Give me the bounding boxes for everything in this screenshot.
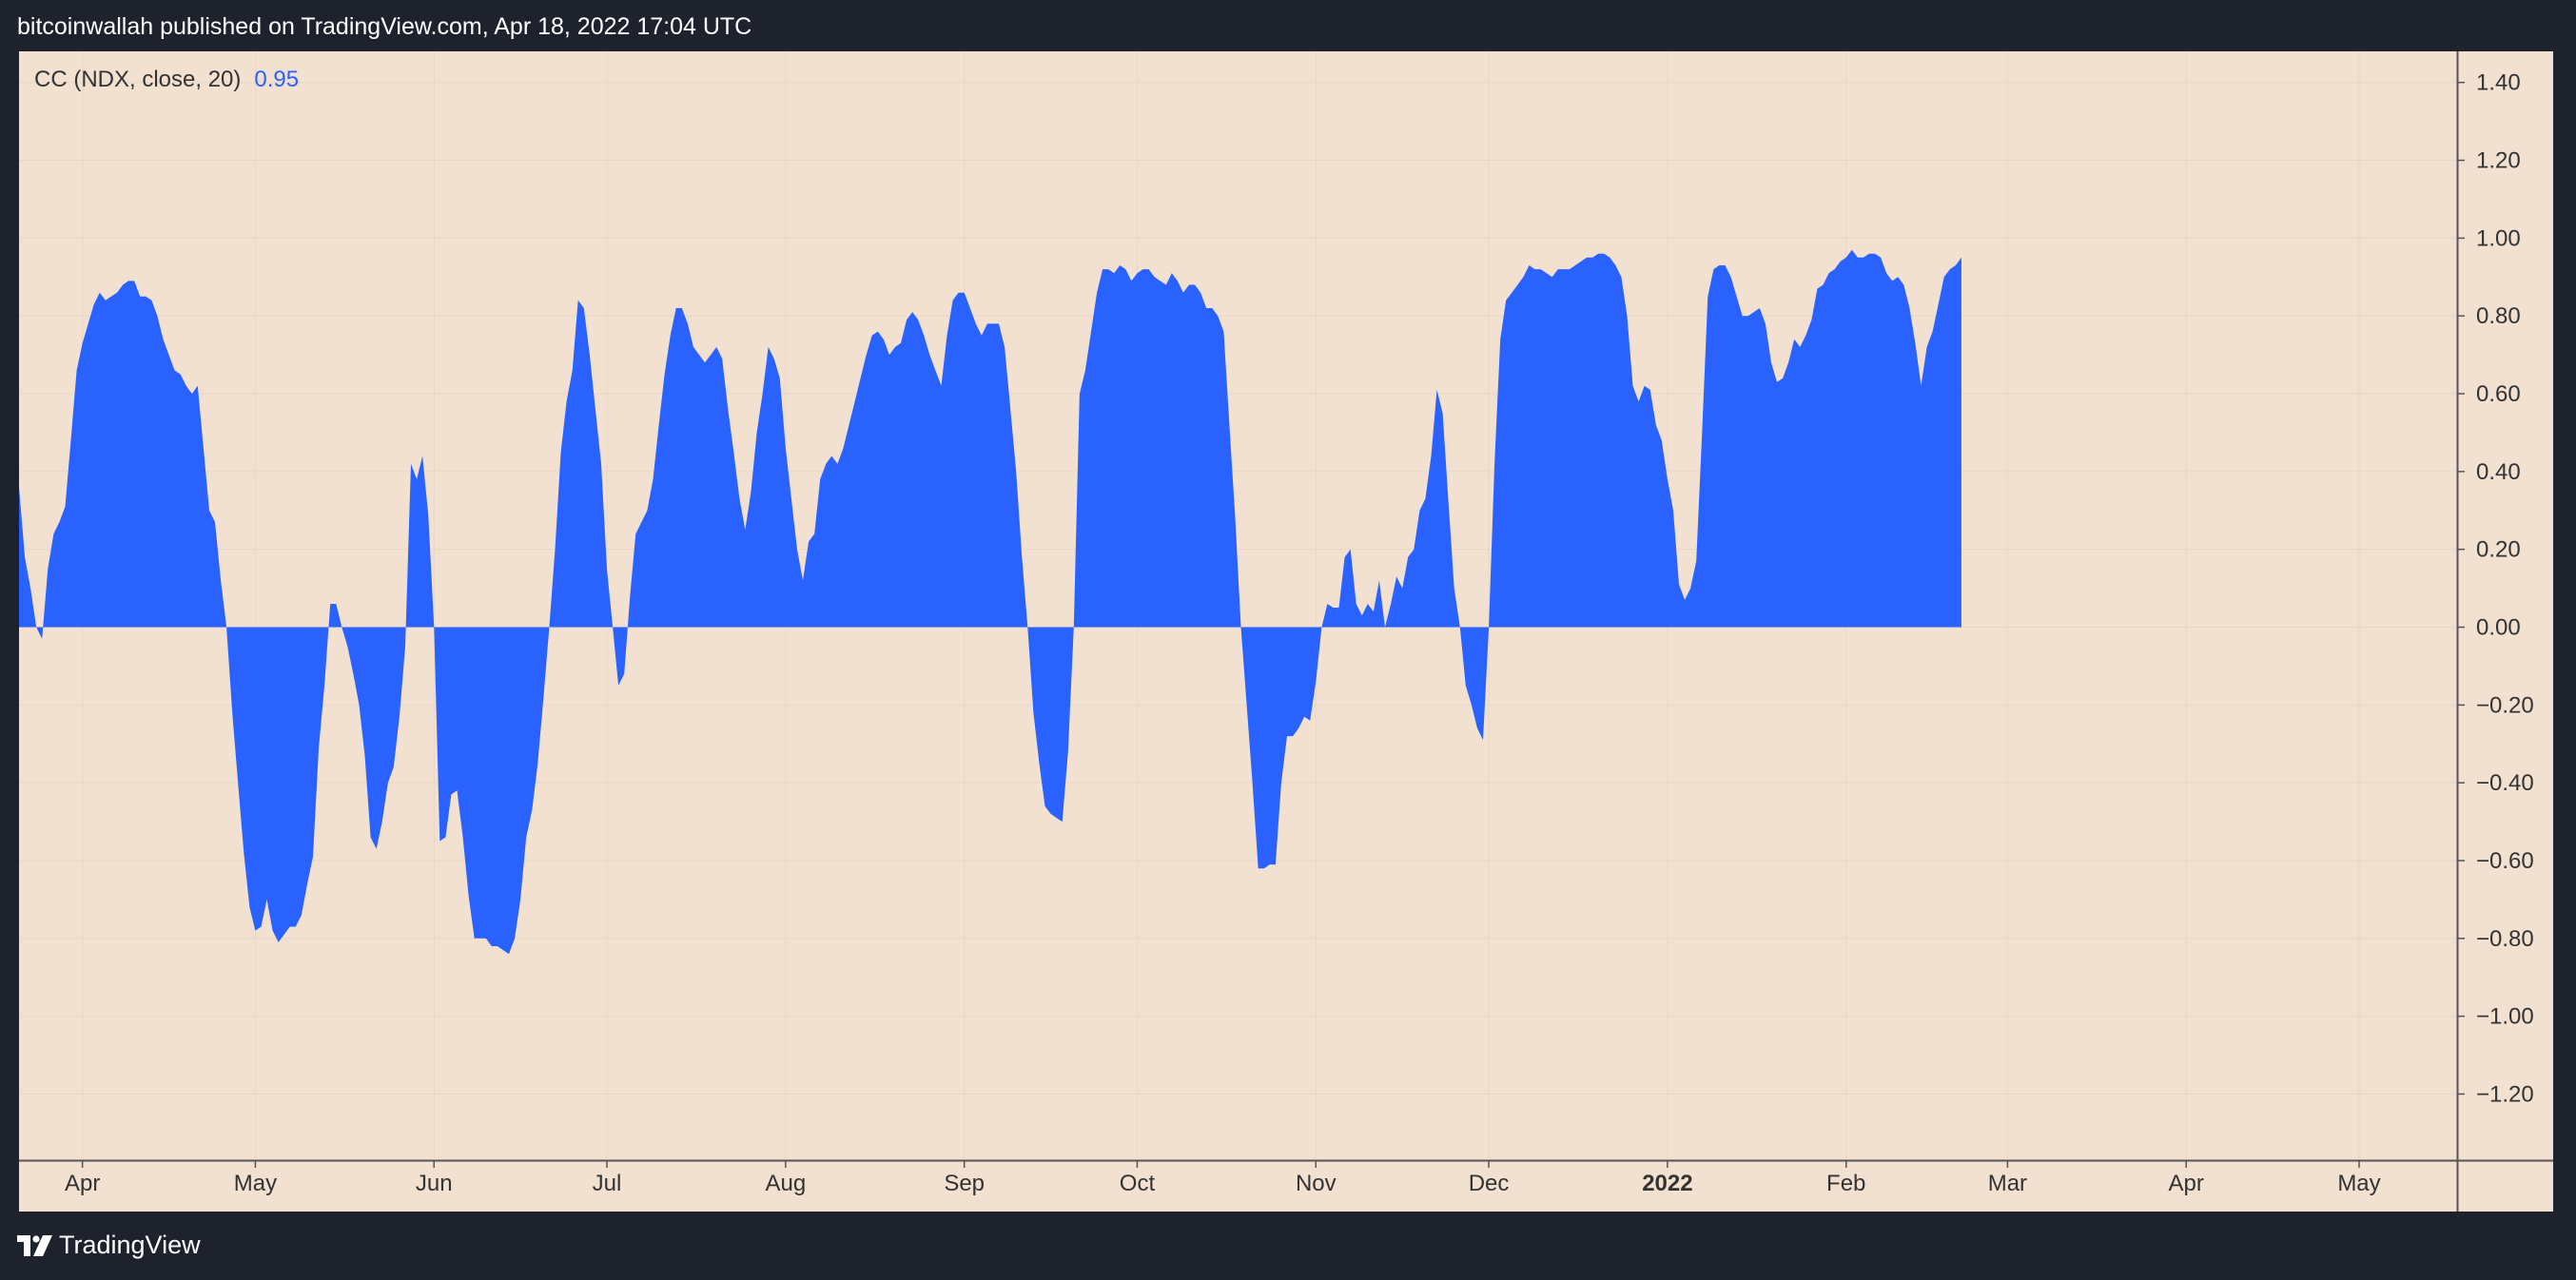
indicator-value: 0.95 xyxy=(254,67,300,92)
x-tick-label: Aug xyxy=(766,1171,807,1196)
y-tick-label: −0.60 xyxy=(2476,848,2534,874)
x-tick-label: Jun xyxy=(416,1171,453,1196)
y-tick-label: 0.20 xyxy=(2476,537,2521,563)
x-tick-label: Dec xyxy=(1469,1171,1510,1196)
tradingview-logo[interactable]: TradingView xyxy=(17,1231,201,1260)
y-tick-label: −0.20 xyxy=(2476,692,2534,718)
y-tick-label: 1.40 xyxy=(2476,70,2521,96)
indicator-title: CC (NDX, close, 20) xyxy=(34,67,242,92)
x-tick-label: Apr xyxy=(2169,1171,2204,1196)
indicator-legend[interactable]: CC (NDX, close, 20) 0.95 xyxy=(34,67,299,93)
x-tick-label: Apr xyxy=(65,1171,100,1196)
x-tick-label: Sep xyxy=(944,1171,985,1196)
y-tick-label: 1.00 xyxy=(2476,225,2521,251)
chart-panel: 1.40 1.20 1.00 0.80 0.60 0.40 0.20 0.00 −0.20 −0.… xyxy=(19,51,2553,1212)
y-tick-label: 0.80 xyxy=(2476,303,2521,329)
y-tick-label: −0.80 xyxy=(2476,926,2534,952)
y-tick-label: 1.20 xyxy=(2476,148,2521,174)
y-tick-label: −1.20 xyxy=(2476,1081,2534,1107)
x-tick-label: Nov xyxy=(1296,1171,1337,1196)
y-tick-label: −0.40 xyxy=(2476,770,2534,796)
x-tick-label: Oct xyxy=(1120,1171,1156,1196)
y-tick-label: 0.60 xyxy=(2476,381,2521,407)
x-tick-label: May xyxy=(2337,1171,2380,1196)
publisher-caption: bitcoinwallah published on TradingView.c… xyxy=(17,13,752,40)
y-tick-label: 0.40 xyxy=(2476,459,2521,485)
x-tick-label: May xyxy=(234,1171,277,1196)
y-tick-label: 0.00 xyxy=(2476,615,2521,641)
chart-svg[interactable]: 1.40 1.20 1.00 0.80 0.60 0.40 0.20 0.00 −0.20 −0.… xyxy=(19,51,2553,1212)
correlation-area[interactable] xyxy=(19,249,1961,955)
x-tick-label: 2022 xyxy=(1642,1171,1692,1196)
y-tick-label: −1.00 xyxy=(2476,1004,2534,1030)
x-tick-label: Jul xyxy=(593,1171,622,1196)
x-tick-label: Feb xyxy=(1826,1171,1865,1196)
tradingview-logo-icon xyxy=(17,1234,52,1256)
tradingview-logo-text: TradingView xyxy=(59,1231,201,1259)
x-tick-label: Mar xyxy=(1988,1171,2027,1196)
